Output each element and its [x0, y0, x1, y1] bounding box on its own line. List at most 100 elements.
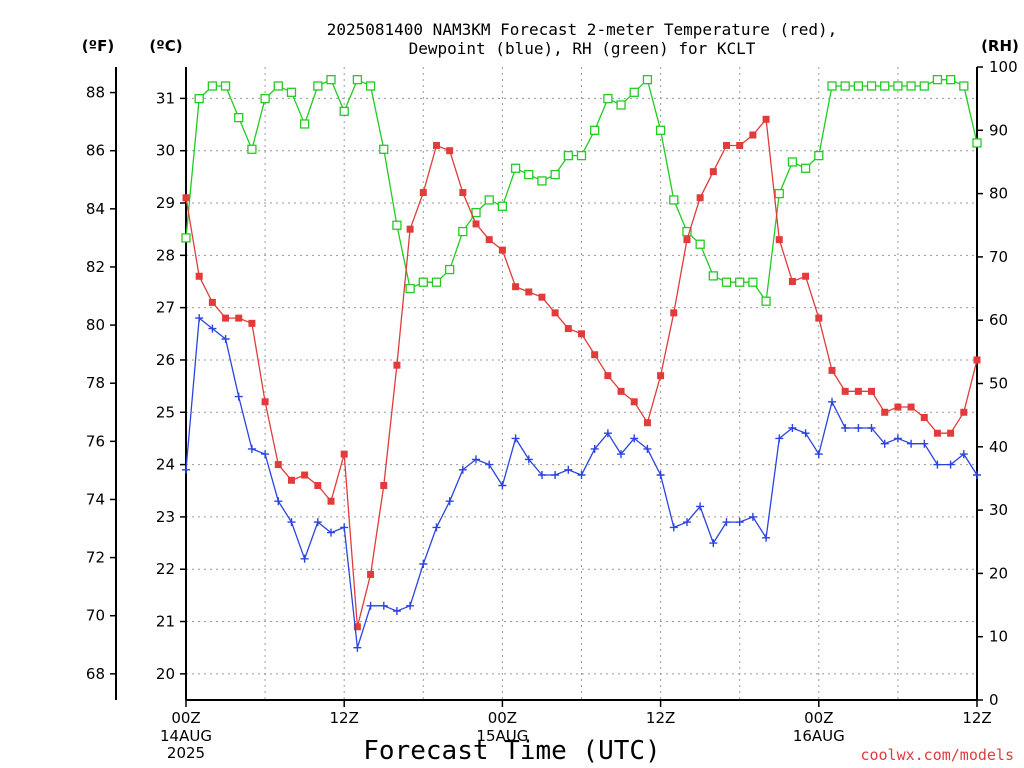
temperature-point	[933, 429, 941, 437]
fahrenheit-tick-label: 78	[86, 374, 105, 392]
fahrenheit-tick-label: 82	[86, 258, 105, 276]
dewpoint-point	[630, 434, 639, 443]
temperature-point	[920, 414, 928, 422]
rh-point	[945, 75, 956, 85]
celsius-tick-label: 25	[156, 403, 175, 421]
dewpoint-point	[182, 465, 190, 474]
temperature-point	[261, 398, 269, 406]
x-tick-label: 00Z	[488, 709, 517, 727]
rh-series	[181, 75, 982, 306]
dewpoint-point	[511, 434, 520, 443]
rh-point	[207, 81, 218, 91]
temperature-point	[709, 168, 717, 176]
temperature-point	[380, 482, 388, 490]
x-tick-year-label: 2025	[167, 744, 205, 762]
temperature-point	[393, 361, 401, 369]
fahrenheit-tick-label: 74	[86, 490, 105, 508]
celsius-tick-label: 26	[156, 351, 175, 369]
rh-point	[972, 138, 982, 148]
dewpoint-point	[300, 554, 309, 563]
rh-point	[339, 106, 349, 116]
dewpoint-point	[880, 439, 889, 448]
temperature-point	[643, 419, 651, 427]
temperature-point	[301, 471, 309, 479]
x-axis-title: Forecast Time (UTC)	[363, 736, 660, 766]
fahrenheit-tick-label: 86	[86, 142, 105, 160]
temperature-point	[683, 236, 691, 244]
celsius-tick-label: 27	[156, 299, 175, 317]
celsius-tick-label: 31	[156, 89, 175, 107]
rh-point	[431, 277, 442, 287]
rh-unit-label: (RH)	[981, 37, 1019, 55]
fahrenheit-tick-label: 72	[86, 549, 105, 567]
rh-point	[800, 163, 811, 173]
dewpoint-point	[195, 314, 204, 323]
temperature-point	[881, 408, 889, 416]
rh-line	[185, 78, 978, 303]
temperature-point	[696, 194, 704, 202]
temperature-point	[841, 387, 849, 395]
rh-point	[352, 75, 363, 85]
rh-point	[853, 81, 863, 91]
rh-point	[458, 226, 468, 237]
rh-point	[576, 150, 587, 161]
fahrenheit-tick-label: 76	[86, 432, 105, 450]
rh-point	[299, 119, 310, 129]
dewpoint-point	[735, 518, 744, 527]
rh-tick-label: 20	[989, 564, 1008, 582]
rh-point	[814, 150, 824, 161]
temperature-point	[854, 387, 862, 395]
temperature-point	[973, 356, 981, 364]
rh-point	[247, 144, 257, 154]
rh-point	[721, 277, 732, 287]
rh-point	[761, 296, 771, 306]
dewpoint-point	[775, 434, 784, 443]
dewpoint-point	[590, 444, 599, 453]
grid-lines	[186, 67, 977, 700]
chart-title-line2: Dewpoint (blue), RH (green) for KCLT	[409, 39, 756, 58]
dewpoint-point	[498, 481, 507, 490]
rh-point	[537, 176, 547, 186]
temperature-point	[287, 476, 295, 484]
dewpoint-point	[406, 601, 415, 610]
rh-point	[405, 283, 415, 294]
rh-point	[326, 75, 336, 85]
temperature-point	[894, 403, 902, 411]
x-tick-label: 12Z	[962, 709, 991, 727]
temperature-point	[525, 288, 533, 296]
dewpoint-point	[722, 518, 731, 527]
temperature-point	[749, 131, 757, 139]
celsius-tick-label: 20	[156, 665, 175, 683]
dewpoint-point	[340, 523, 349, 532]
dewpoint-point	[472, 455, 480, 464]
rh-point	[603, 94, 613, 104]
chart-title-line1: 2025081400 NAM3KM Forecast 2-meter Tempe…	[327, 20, 838, 39]
dewpoint-point	[617, 450, 625, 459]
data-series	[181, 75, 982, 652]
celsius-tick-label: 23	[156, 508, 175, 526]
fahrenheit-tick-label: 70	[86, 607, 105, 625]
temperature-point	[802, 272, 810, 280]
temperature-point	[604, 372, 612, 380]
dewpoint-point	[603, 429, 612, 438]
rh-point	[220, 81, 231, 91]
rh-point	[418, 277, 428, 287]
temperature-point	[762, 115, 770, 123]
dewpoint-point	[973, 471, 981, 479]
temperature-point	[235, 314, 243, 322]
temperature-point	[591, 351, 599, 359]
temperature-point	[657, 372, 665, 380]
fahrenheit-tick-label: 68	[86, 665, 105, 683]
rh-point	[695, 239, 705, 249]
dewpoint-point	[788, 424, 797, 432]
rh-point	[629, 87, 639, 97]
dewpoint-point	[933, 460, 942, 469]
rh-point	[471, 207, 481, 218]
credit-label: coolwx.com/models	[860, 746, 1014, 764]
rh-point	[880, 81, 890, 91]
celsius-tick-label: 30	[156, 142, 175, 160]
rh-point	[616, 100, 626, 110]
dewpoint-point	[920, 439, 929, 448]
rh-point	[866, 81, 877, 91]
